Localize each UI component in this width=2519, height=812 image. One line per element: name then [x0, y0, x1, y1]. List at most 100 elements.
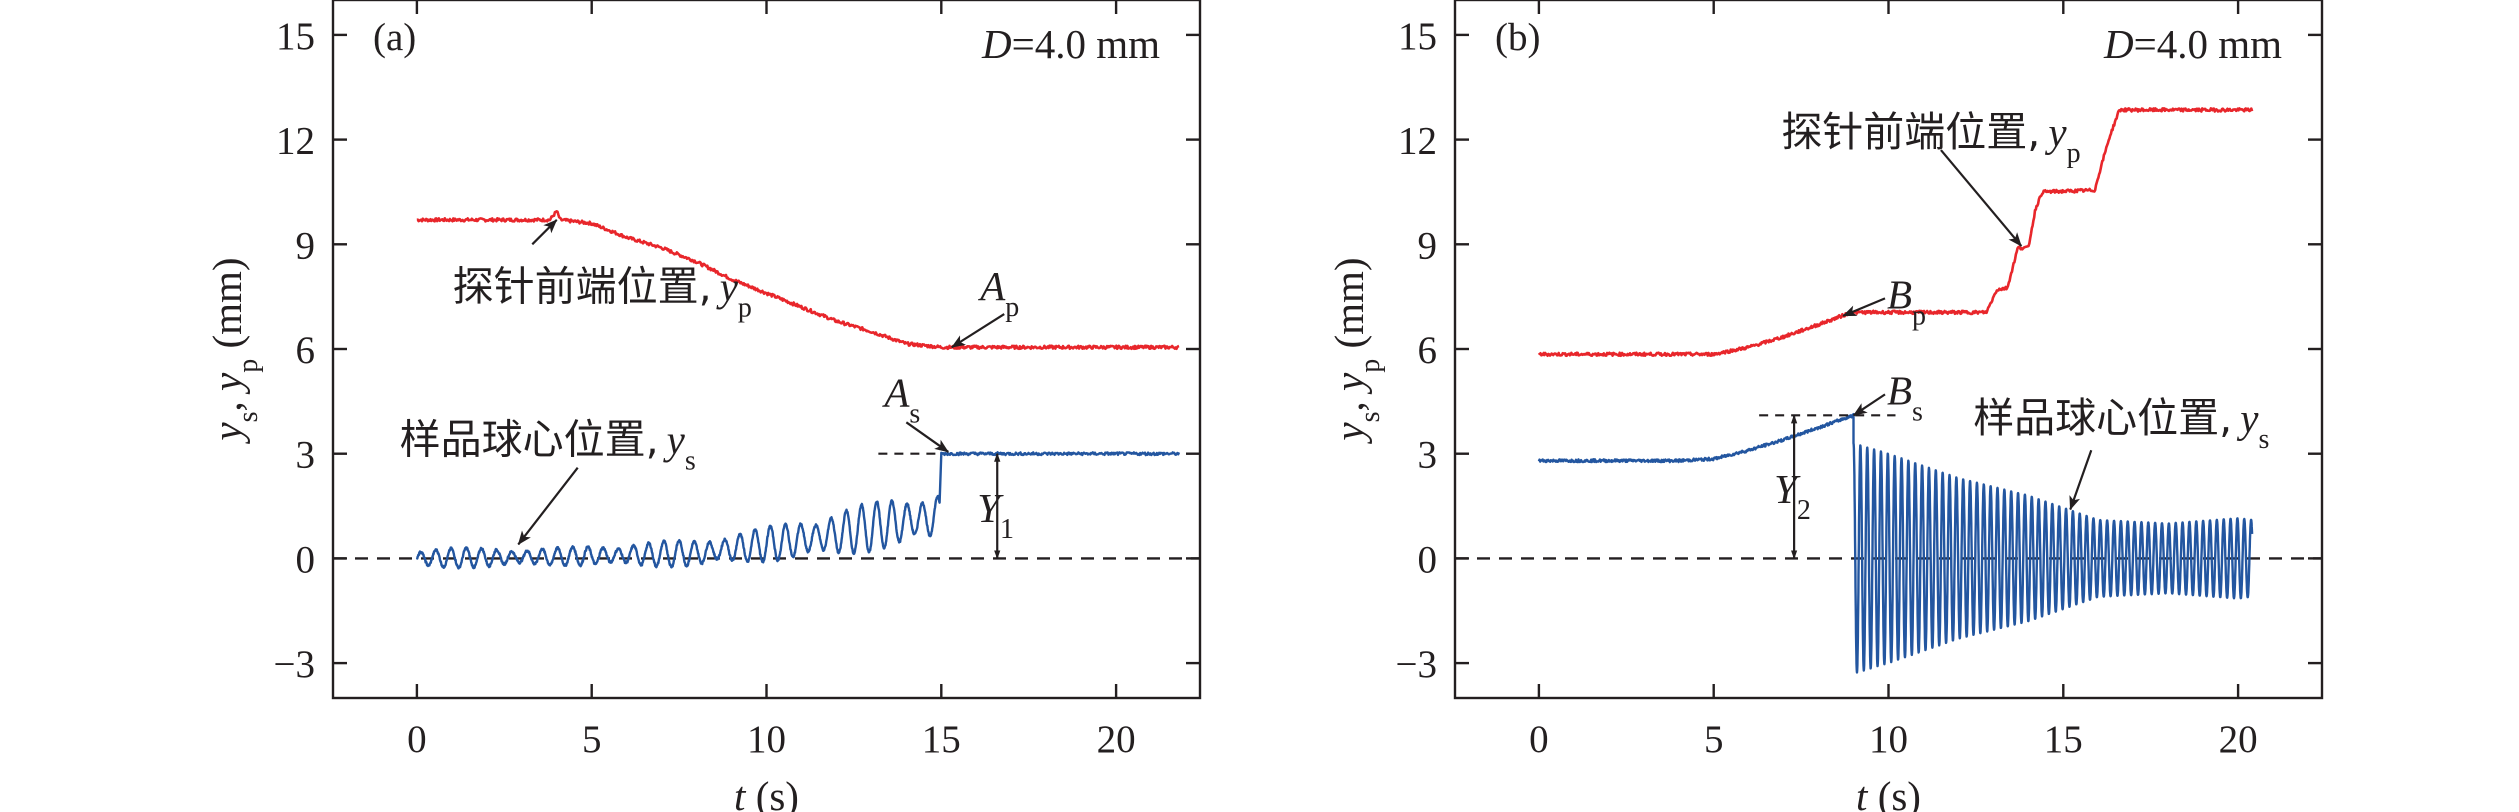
text-part: s: [1912, 396, 1923, 427]
x-tick-label: 5: [1704, 718, 1724, 761]
point-label-As: As: [881, 369, 920, 429]
text-part: s: [233, 411, 264, 422]
text-part: =4.0 mm: [1012, 21, 1161, 67]
y-tick-label: 12: [1398, 120, 1437, 163]
series-label-sub: p: [2067, 138, 2081, 169]
x-tick-label: 15: [2044, 718, 2083, 761]
series-label-var: y: [2236, 395, 2259, 441]
y-tick-label: −3: [1396, 643, 1438, 686]
text-part: y: [1326, 372, 1372, 395]
condition-label: D=4.0 mm: [981, 21, 1160, 67]
text-part: (s): [1867, 773, 1921, 812]
text-part: A: [881, 369, 910, 415]
y-tick-label: 0: [296, 538, 316, 581]
y-tick-label: 15: [1398, 15, 1437, 58]
panel-label: (a): [373, 16, 416, 59]
text-part: p: [1005, 292, 1019, 323]
series-label-p: 探针前端位置, yp: [453, 262, 752, 323]
point-arrow: [1842, 297, 1886, 317]
x-tick-label: 15: [922, 718, 961, 761]
series-label-sub: s: [685, 445, 696, 476]
y-tick-label: 9: [296, 224, 316, 267]
text-part: Y: [1774, 466, 1801, 512]
point-label-Bs: Bs: [1887, 367, 1923, 427]
point-arrow: [905, 421, 949, 453]
text-part: s: [909, 398, 920, 429]
text-part: ,: [1326, 391, 1372, 412]
x-tick-label: 20: [1097, 718, 1136, 761]
distance-label: Y2: [1774, 466, 1811, 525]
y-tick-label: 6: [1418, 329, 1438, 372]
y-tick-label: −3: [274, 643, 316, 686]
text-part: 1: [1000, 514, 1014, 545]
label-arrow: [2069, 449, 2093, 511]
y-tick-label: 6: [296, 329, 316, 372]
text-part: A: [977, 263, 1006, 309]
series-line-ys: [1537, 412, 2254, 674]
series-label-cn: 样品球心位置,: [1973, 394, 2232, 442]
x-tick-label: 20: [2219, 718, 2258, 761]
series-label-s: 样品球心位置, ys: [1973, 394, 2269, 455]
text-part: =4.0 mm: [2134, 21, 2283, 67]
text-part: t: [1856, 773, 1869, 812]
text-part: D: [981, 21, 1012, 67]
x-tick-label: 5: [582, 718, 602, 761]
text-part: p: [1355, 359, 1386, 373]
text-part: (s): [745, 773, 799, 812]
text-part: y: [204, 422, 250, 445]
series-label-s: 样品球心位置, ys: [400, 416, 696, 477]
label-arrow: [1940, 149, 2023, 247]
text-part: B: [1887, 367, 1912, 413]
y-tick-label: 3: [296, 434, 316, 477]
panel-label: (b): [1495, 16, 1540, 59]
text-part: s: [1355, 411, 1386, 422]
distance-label: Y1: [977, 485, 1014, 545]
y-axis-label: ys, yp (mm): [1326, 257, 1386, 444]
x-tick-label: 0: [1529, 718, 1549, 761]
point-label-Ap: Ap: [977, 263, 1019, 323]
series-label-cn: 样品球心位置,: [400, 416, 659, 464]
text-part: y: [1326, 422, 1372, 445]
text-part: p: [233, 359, 264, 373]
label-arrow: [531, 219, 558, 246]
point-arrow: [951, 313, 1005, 349]
text-part: y: [204, 372, 250, 395]
condition-label: D=4.0 mm: [2103, 21, 2282, 67]
text-part: B: [1887, 271, 1912, 317]
x-tick-label: 10: [747, 718, 786, 761]
series-label-cn: 探针前端位置,: [453, 262, 712, 310]
text-part: p: [1912, 300, 1926, 331]
y-tick-label: 3: [1418, 434, 1438, 477]
y-axis-label: ys, yp (mm): [204, 257, 264, 444]
text-part: 2: [1797, 494, 1811, 525]
y-tick-label: 9: [1418, 224, 1438, 267]
text-part: (mm): [204, 257, 250, 358]
x-axis-label: t (s): [734, 773, 799, 812]
series-label-var: y: [663, 417, 686, 463]
point-label-Bp: Bp: [1887, 271, 1926, 331]
series-label-sub: s: [2258, 424, 2269, 455]
series-label-sub: p: [738, 292, 752, 323]
series-line-ys: [415, 451, 1181, 570]
text-part: ,: [204, 391, 250, 412]
series-label-var: y: [2044, 109, 2067, 155]
series-label-var: y: [716, 263, 739, 309]
series-label-p: 探针前端位置, yp: [1781, 108, 2080, 169]
text-part: Y: [977, 485, 1004, 531]
x-axis-label: t (s): [1856, 773, 1921, 812]
text-part: D: [2103, 21, 2134, 67]
text-part: t: [734, 773, 747, 812]
point-arrow: [1852, 393, 1886, 417]
y-tick-label: 12: [276, 120, 315, 163]
x-tick-label: 10: [1869, 718, 1908, 761]
label-arrow: [517, 466, 579, 546]
series-line-yp: [1537, 107, 2254, 358]
x-tick-label: 0: [407, 718, 427, 761]
series-label-cn: 探针前端位置,: [1781, 108, 2040, 156]
y-tick-label: 15: [276, 15, 315, 58]
y-tick-label: 0: [1418, 538, 1438, 581]
text-part: (mm): [1326, 257, 1372, 358]
